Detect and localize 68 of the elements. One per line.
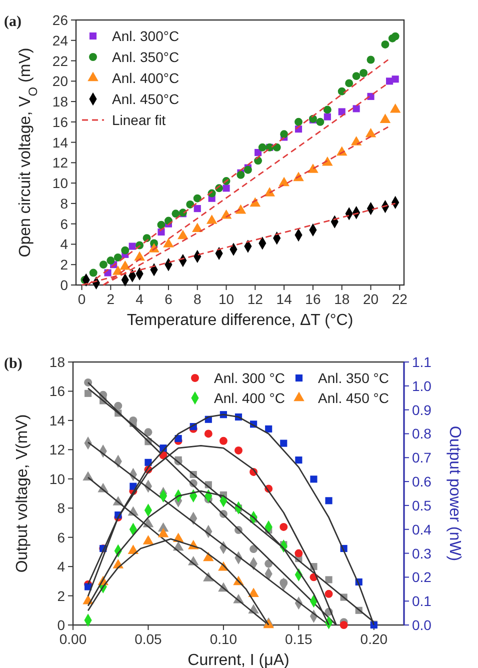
x-tick-label: 22 [392,291,408,307]
chart-title: (b) [4,356,22,372]
x-axis-title: Temperature difference, ΔT (°C) [126,312,354,329]
y-tick-label: 14 [52,134,68,150]
legend-label: Anl. 350°C [112,49,180,65]
y-tick-label: 2 [57,588,66,604]
x-tick-label: 0.20 [360,631,388,647]
y-tick-label: 22 [52,52,68,69]
y2-tick-label: 0.0 [412,617,432,633]
y-tick-label: 10 [49,470,66,487]
legend-label: Anl. 300 °C [214,370,285,386]
y2-tick-label: 0.5 [412,497,432,514]
x-tick-label: 18 [334,291,350,307]
x-tick-label: 2 [106,291,115,307]
legend-label: Anl. 350 °C [318,370,389,386]
y-tick-label: 26 [52,12,68,28]
x-tick-label: 0.10 [210,631,238,647]
y-tick-label: 4 [60,236,68,252]
y-tick-label: 18 [52,94,68,110]
y-tick-label: 0 [57,617,66,633]
y-tick-label: 4 [57,558,66,575]
y2-tick-label: 0.8 [412,426,432,442]
y-tick-label: 16 [49,383,66,400]
y2-tick-label: 0.3 [412,545,432,562]
legend-label: Anl. 400 °C [214,390,285,406]
y-tick-label: 2 [60,256,68,273]
x-tick-label: 16 [305,291,321,307]
legend-label: Anl. 450°C [112,91,180,107]
y-tick-label: 12 [52,154,68,171]
y-tick-label: 8 [57,500,66,516]
x-tick-label: 0.05 [134,631,162,647]
y-tick-label: 6 [57,529,66,546]
x-tick-label: 0.00 [59,631,87,647]
y2-tick-label: 0.7 [412,450,432,466]
y2-axis-title: Output power (nW) [446,426,463,562]
y2-tick-label: 0.2 [412,569,432,586]
y2-tick-label: 0.4 [412,521,432,538]
y-tick-label: 6 [60,216,68,232]
y-tick-label: 8 [60,195,68,212]
x-tick-label: 0 [78,291,86,307]
y-tick-label: 24 [52,32,68,48]
y-tick-label: 12 [49,442,66,458]
x-tick-label: 0.15 [285,631,313,647]
y-tick-label: 20 [52,73,68,90]
y2-tick-label: 1.1 [412,354,432,370]
legend-label: Linear fit [112,112,166,128]
x-tick-label: 6 [164,291,173,307]
y-tick-label: 10 [52,175,68,192]
y2-tick-label: 1.0 [412,378,432,394]
legend-label: Anl. 400°C [112,70,180,86]
legend-label: Anl. 300°C [112,28,180,44]
legend-label: Anl. 450 °C [318,390,389,406]
chart-title: (a) [4,14,22,30]
y2-tick-label: 0.9 [412,402,432,418]
y2-tick-label: 0.6 [412,474,432,490]
x-tick-label: 14 [276,291,292,307]
x-tick-label: 8 [193,291,202,307]
y-tick-label: 16 [52,114,68,130]
y-tick-label: 0 [60,277,68,293]
y-tick-label: 18 [49,354,66,370]
y-tick-label: 14 [49,412,66,428]
x-tick-label: 10 [218,291,234,307]
y2-tick-label: 0.1 [412,593,432,610]
x-tick-label: 4 [136,291,144,307]
x-axis-title: Current, I (μA) [188,652,290,668]
y-axis-title: Output voltage, V(mV) [14,414,31,573]
x-tick-label: 12 [247,291,264,307]
x-tick-label: 20 [362,291,379,307]
